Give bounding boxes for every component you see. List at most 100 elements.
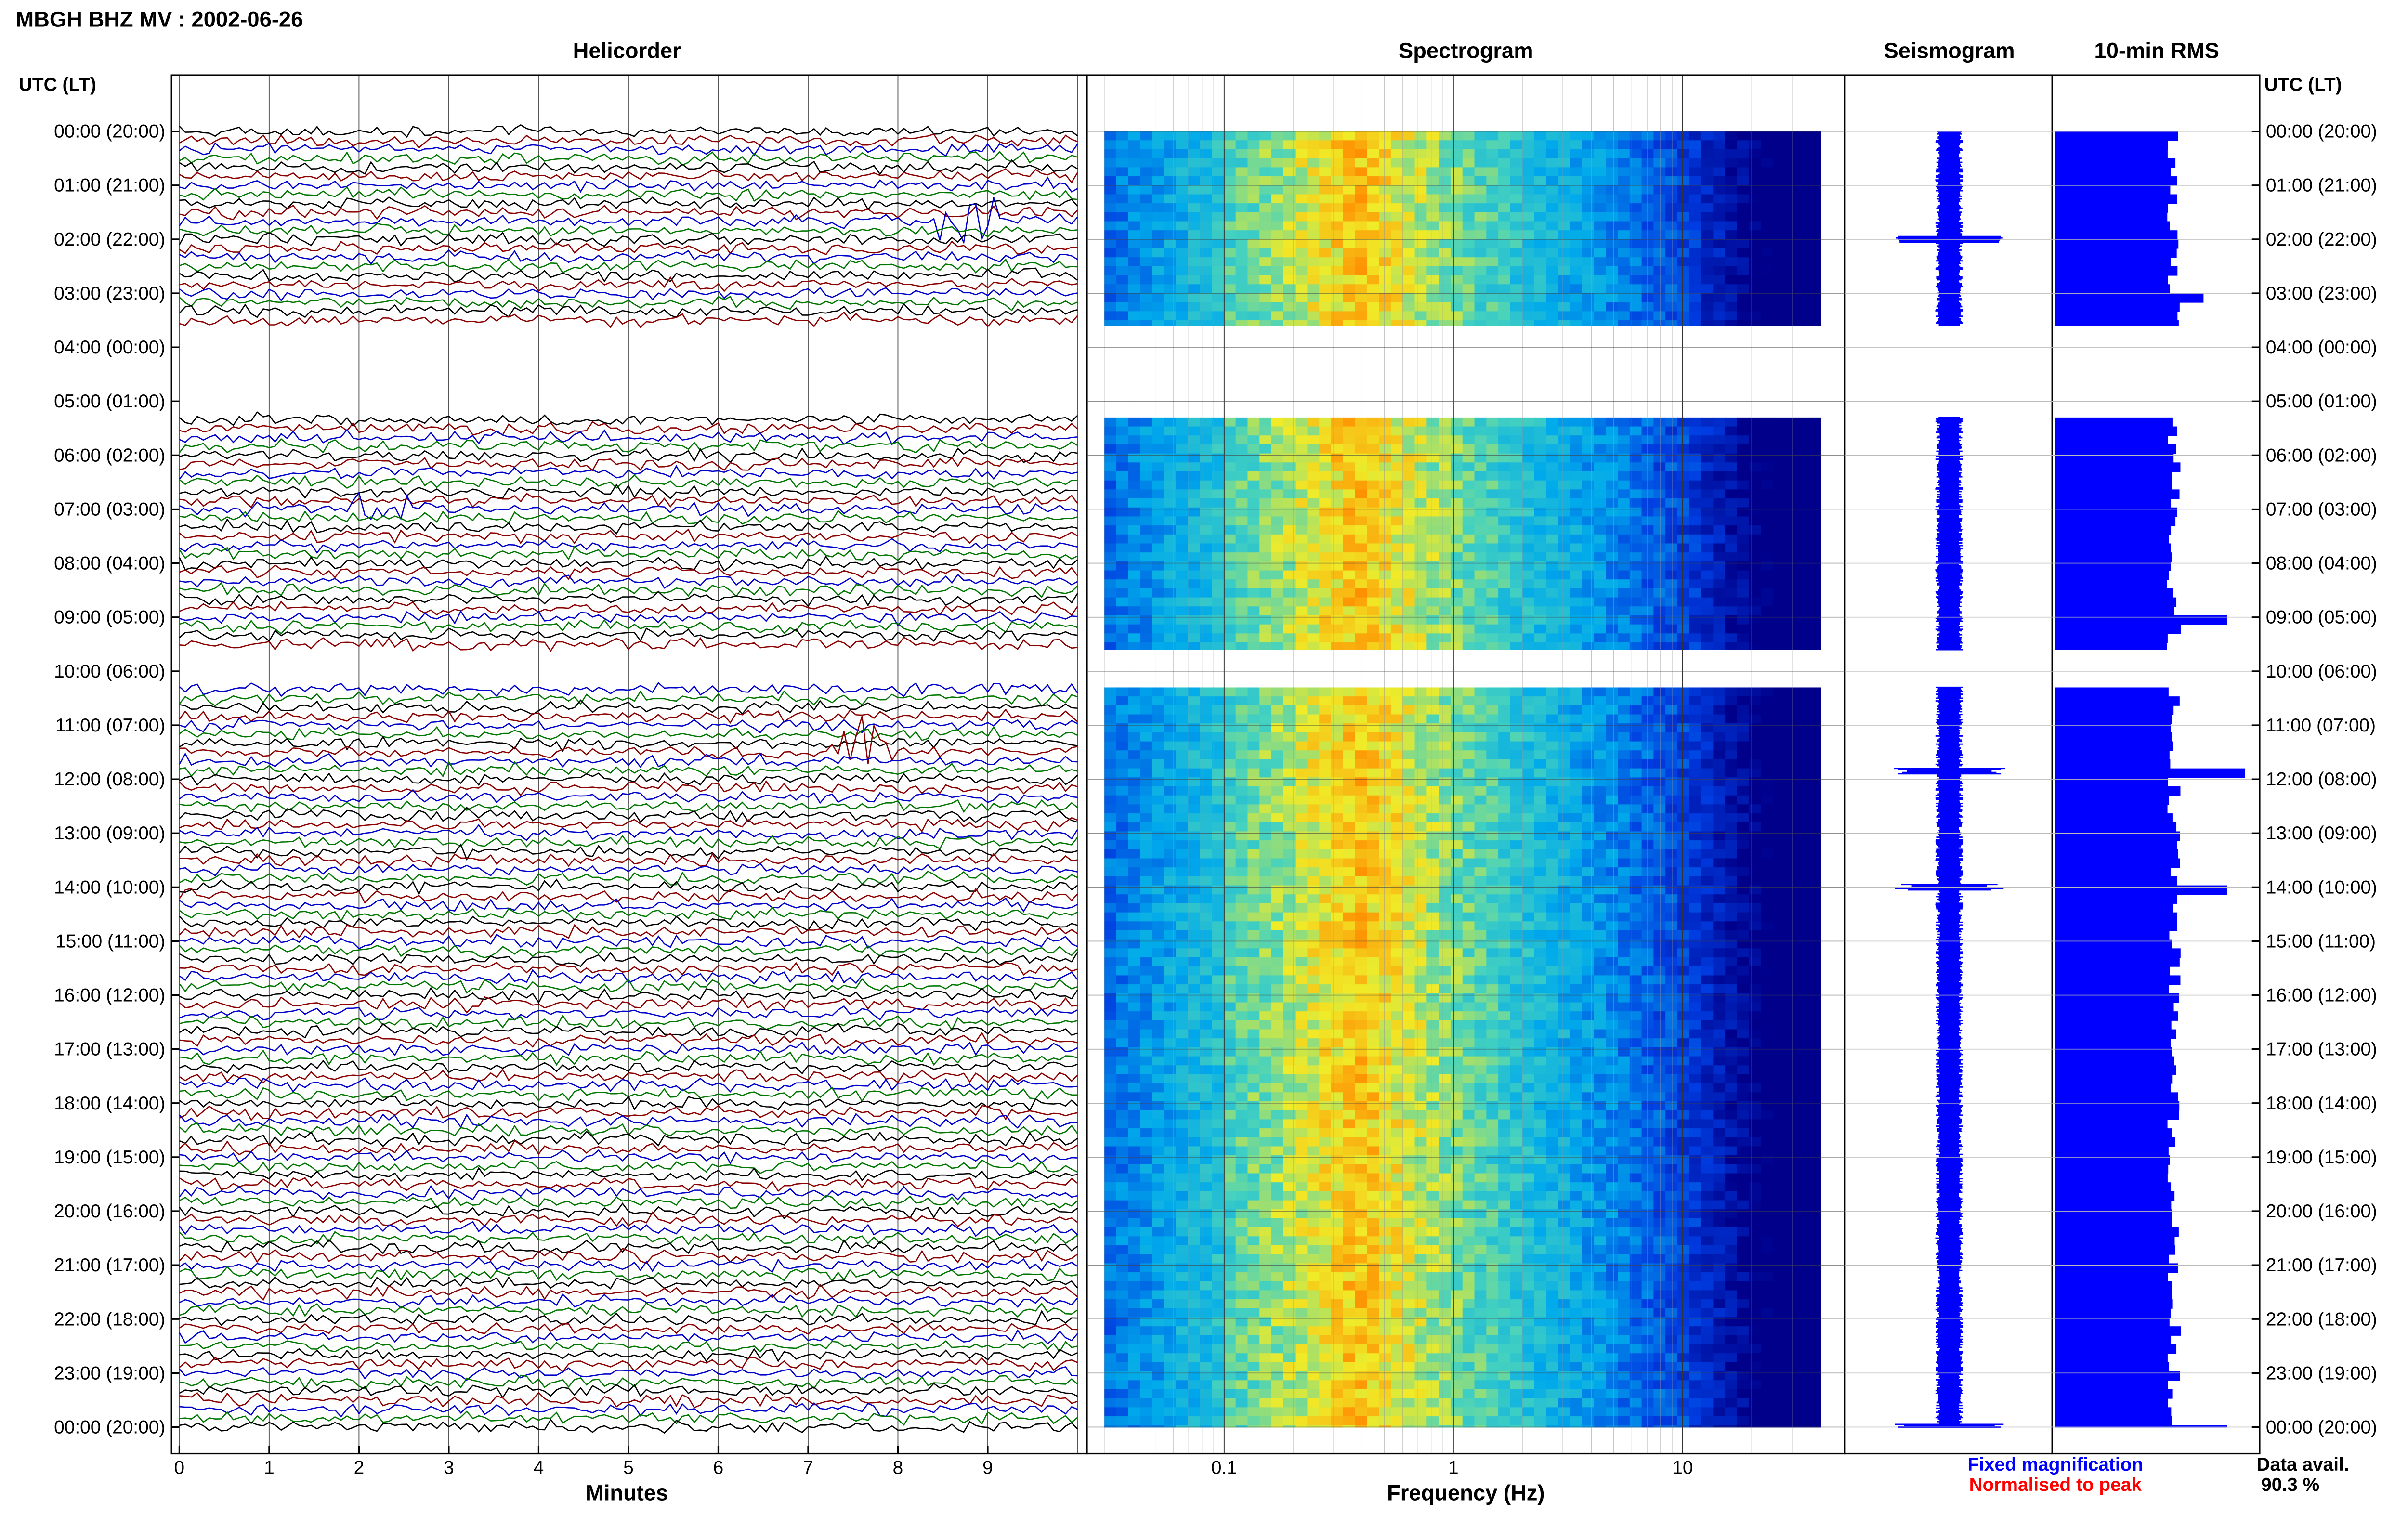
spectrogram-cell bbox=[1510, 858, 1523, 868]
spectrogram-cell bbox=[1104, 696, 1117, 706]
spectrogram-cell bbox=[1188, 606, 1201, 616]
spectrogram-cell bbox=[1164, 840, 1177, 850]
spectrogram-cell bbox=[1474, 858, 1487, 868]
spectrogram-cell bbox=[1212, 867, 1224, 877]
spectrogram-cell bbox=[1247, 984, 1260, 994]
spectrogram-cell bbox=[1295, 311, 1308, 321]
spectrogram-cell bbox=[1665, 840, 1678, 850]
spectrogram-cell bbox=[1546, 867, 1559, 877]
spectrogram-cell bbox=[1439, 786, 1451, 796]
spectrogram-cell bbox=[1355, 543, 1368, 553]
spectrogram-cell bbox=[1713, 552, 1726, 562]
spectrogram-cell bbox=[1319, 750, 1332, 760]
spectrogram-cell bbox=[1367, 849, 1380, 859]
spectrogram-cell bbox=[1116, 588, 1129, 598]
spectrogram-cell bbox=[1271, 939, 1284, 949]
spectrogram-cell bbox=[1689, 687, 1702, 697]
spectrogram-cell bbox=[1498, 786, 1511, 796]
spectrogram-cell bbox=[1796, 579, 1809, 589]
spectrogram-cell bbox=[1629, 786, 1642, 796]
spectrogram-cell bbox=[1594, 257, 1607, 267]
spectrogram-cell bbox=[1259, 543, 1272, 553]
spectrogram-cell bbox=[1474, 804, 1487, 814]
spectrogram-cell bbox=[1749, 140, 1762, 150]
spectrogram-cell bbox=[1343, 185, 1356, 195]
spectrogram-cell bbox=[1474, 822, 1487, 832]
spectrogram-cell bbox=[1773, 140, 1786, 150]
spectrogram-cell bbox=[1271, 453, 1284, 463]
spectrogram-cell bbox=[1618, 284, 1630, 294]
spectrogram-cell bbox=[1594, 489, 1607, 499]
spectrogram-cell bbox=[1439, 284, 1451, 294]
spectrogram-cell bbox=[1474, 903, 1487, 913]
spectrogram-cell bbox=[1259, 966, 1272, 976]
spectrogram-cell bbox=[1582, 723, 1595, 733]
spectrogram-cell bbox=[1701, 516, 1714, 526]
spectrogram-cell bbox=[1295, 480, 1308, 490]
spectrogram-cell bbox=[1247, 552, 1260, 562]
spectrogram-cell bbox=[1319, 230, 1332, 240]
spectrogram-cell bbox=[1606, 714, 1618, 724]
spectrogram-cell bbox=[1235, 912, 1248, 922]
spectrogram-cell bbox=[1319, 453, 1332, 463]
spectrogram-cell bbox=[1618, 293, 1630, 303]
spectrogram-cell bbox=[1379, 696, 1391, 706]
spectrogram-cell bbox=[1355, 957, 1368, 967]
spectrogram-cell bbox=[1402, 561, 1415, 571]
spectrogram-cell bbox=[1737, 471, 1750, 481]
spectrogram-cell bbox=[1235, 203, 1248, 213]
spectrogram-cell bbox=[1689, 849, 1702, 859]
spectrogram-cell bbox=[1367, 597, 1380, 607]
spectrogram-cell bbox=[1140, 462, 1153, 472]
spectrogram-cell bbox=[1164, 194, 1177, 204]
spectrogram-cell bbox=[1594, 624, 1607, 634]
spectrogram-cell bbox=[1331, 912, 1344, 922]
spectrogram-cell bbox=[1808, 876, 1821, 886]
spectrogram-cell bbox=[1235, 570, 1248, 580]
spectrogram-cell bbox=[1618, 176, 1630, 186]
spectrogram-cell bbox=[1271, 212, 1284, 222]
spectrogram-cell bbox=[1785, 248, 1797, 258]
spectrogram-cell bbox=[1653, 615, 1666, 625]
spectrogram-cell bbox=[1737, 284, 1750, 294]
spectrogram-cell bbox=[1606, 426, 1618, 436]
spectrogram-cell bbox=[1618, 444, 1630, 454]
spectrogram-cell bbox=[1570, 624, 1583, 634]
spectrogram-cell bbox=[1606, 876, 1618, 886]
spectrogram-cell bbox=[1379, 185, 1391, 195]
spectrogram-cell bbox=[1390, 615, 1403, 625]
spectrogram-cell bbox=[1331, 311, 1344, 321]
spectrogram-cell bbox=[1116, 777, 1129, 787]
spectrogram-cell bbox=[1283, 570, 1296, 580]
spectrogram-cell bbox=[1713, 966, 1726, 976]
spectrogram-cell bbox=[1414, 257, 1427, 267]
spectrogram-cell bbox=[1665, 948, 1678, 958]
spectrogram-cell bbox=[1450, 750, 1463, 760]
spectrogram-cell bbox=[1319, 759, 1332, 769]
spectrogram-cell bbox=[1713, 248, 1726, 258]
spectrogram-cell bbox=[1546, 462, 1559, 472]
spectrogram-cell bbox=[1450, 239, 1463, 249]
spectrogram-cell bbox=[1319, 957, 1332, 967]
spectrogram-cell bbox=[1462, 615, 1475, 625]
spectrogram-cell bbox=[1606, 507, 1618, 517]
spectrogram-cell bbox=[1247, 543, 1260, 553]
spectrogram-cell bbox=[1689, 741, 1702, 751]
spectrogram-cell bbox=[1450, 552, 1463, 562]
spectrogram-cell bbox=[1259, 507, 1272, 517]
spectrogram-cell bbox=[1426, 266, 1440, 276]
spectrogram-cell bbox=[1749, 311, 1762, 321]
spectrogram-cell bbox=[1426, 948, 1440, 958]
spectrogram-cell bbox=[1677, 723, 1690, 733]
spectrogram-cell bbox=[1522, 804, 1535, 814]
spectrogram-cell bbox=[1546, 984, 1559, 994]
spectrogram-cell bbox=[1355, 570, 1368, 580]
spectrogram-cell bbox=[1474, 705, 1487, 715]
spectrogram-cell bbox=[1283, 903, 1296, 913]
spectrogram-cell bbox=[1737, 786, 1750, 796]
spectrogram-cell bbox=[1212, 212, 1224, 222]
spectrogram-cell bbox=[1498, 435, 1511, 445]
spectrogram-cell bbox=[1439, 903, 1451, 913]
spectrogram-cell bbox=[1414, 876, 1427, 886]
spectrogram-cell bbox=[1498, 795, 1511, 805]
